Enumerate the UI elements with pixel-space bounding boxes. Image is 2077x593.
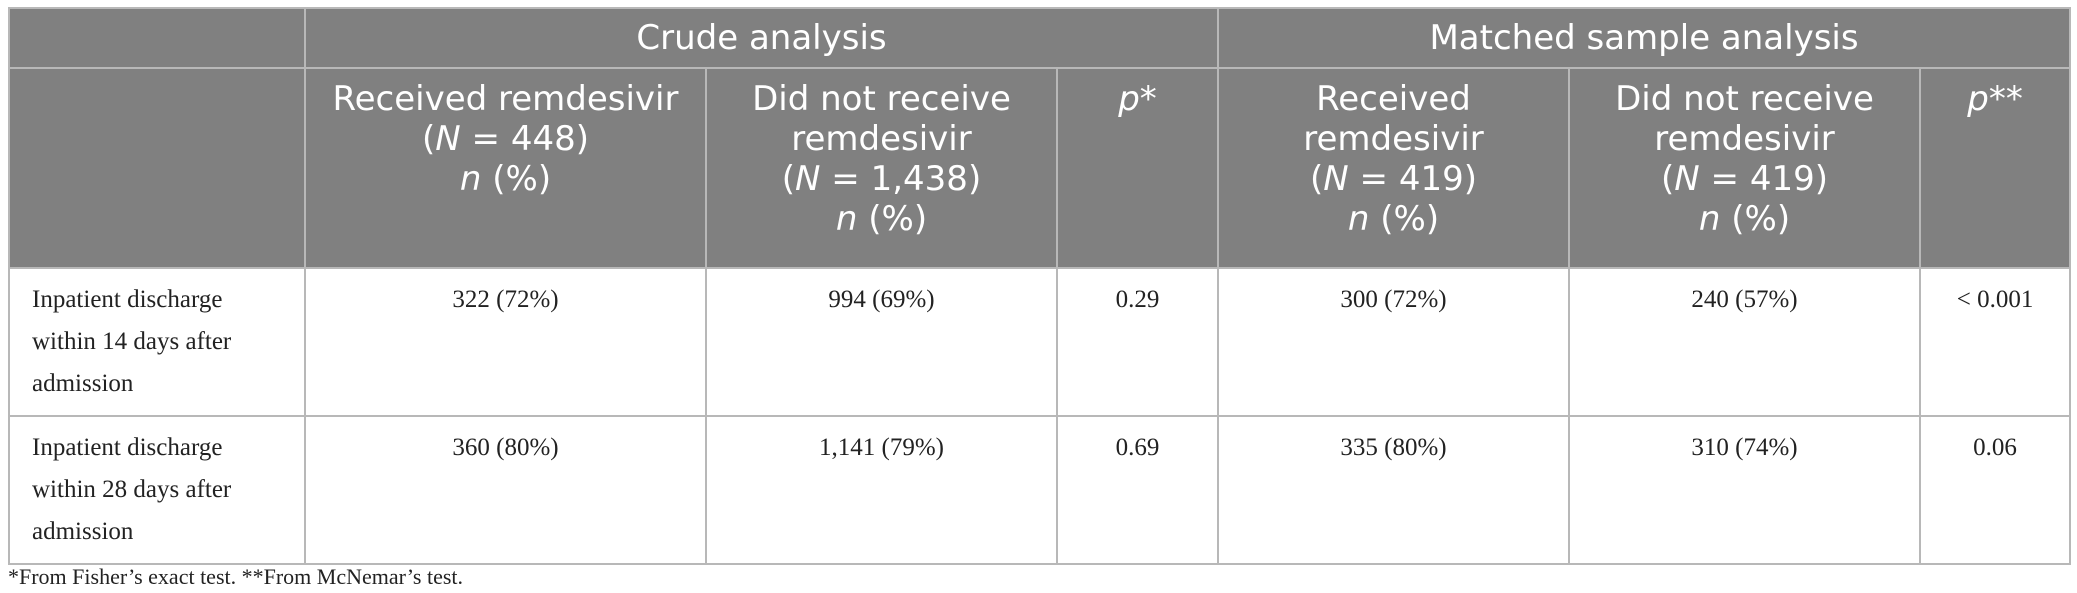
empty-corner-cell: [8, 7, 306, 69]
matched-p-header: p**: [1919, 67, 2072, 269]
header-name-line1: Did not receive: [1615, 79, 1874, 119]
matched-analysis-header: Matched sample analysis: [1217, 7, 2072, 69]
results-table: Crude analysis Matched sample analysis R…: [8, 7, 2072, 565]
row-label: Inpatient discharge within 14 days after…: [8, 267, 306, 417]
empty-label-header: [8, 67, 306, 269]
table-row: Inpatient discharge within 14 days after…: [8, 267, 2072, 417]
column-header-row: Received remdesivir (N = 448) n (%) Did …: [8, 67, 2072, 269]
crude-not-received-cell: 1,141 (79%): [705, 415, 1058, 565]
matched-received-header: Received remdesivir (N = 419) n (%): [1217, 67, 1571, 269]
row-label: Inpatient discharge within 28 days after…: [8, 415, 306, 565]
matched-received-cell: 300 (72%): [1217, 267, 1571, 417]
crude-p-cell: 0.69: [1055, 415, 1220, 565]
matched-p-cell: < 0.001: [1919, 267, 2072, 417]
crude-p-header: p*: [1055, 67, 1220, 269]
header-name-line2: remdesivir: [1654, 119, 1835, 159]
header-unit: n (%): [835, 199, 928, 239]
header-name-line2: remdesivir: [791, 119, 972, 159]
results-table-container: Crude analysis Matched sample analysis R…: [8, 7, 2072, 565]
header-unit: n (%): [459, 159, 552, 199]
header-name-line2: remdesivir: [1303, 119, 1484, 159]
header-name-line1: Received: [1316, 79, 1471, 119]
crude-not-received-header: Did not receive remdesivir (N = 1,438) n…: [705, 67, 1058, 269]
header-name: Received remdesivir: [332, 79, 679, 119]
header-n: (N = 419): [1661, 159, 1828, 199]
header-unit: n (%): [1347, 199, 1440, 239]
header-n: (N = 1,438): [781, 159, 982, 199]
header-name-line1: Did not receive: [752, 79, 1011, 119]
header-unit: n (%): [1698, 199, 1791, 239]
matched-received-cell: 335 (80%): [1217, 415, 1571, 565]
header-n: (N = 448): [422, 119, 589, 159]
table-row: Inpatient discharge within 28 days after…: [8, 415, 2072, 565]
crude-received-header: Received remdesivir (N = 448) n (%): [304, 67, 707, 269]
crude-received-cell: 360 (80%): [304, 415, 707, 565]
table-footnote: *From Fisher’s exact test. **From McNema…: [8, 564, 464, 589]
matched-not-received-cell: 310 (74%): [1568, 415, 1922, 565]
crude-not-received-cell: 994 (69%): [705, 267, 1058, 417]
group-header-row: Crude analysis Matched sample analysis: [8, 7, 2072, 69]
matched-not-received-cell: 240 (57%): [1568, 267, 1922, 417]
crude-received-cell: 322 (72%): [304, 267, 707, 417]
crude-p-cell: 0.29: [1055, 267, 1220, 417]
matched-p-cell: 0.06: [1919, 415, 2072, 565]
header-n: (N = 419): [1310, 159, 1477, 199]
crude-analysis-header: Crude analysis: [303, 7, 1220, 69]
matched-not-received-header: Did not receive remdesivir (N = 419) n (…: [1568, 67, 1922, 269]
